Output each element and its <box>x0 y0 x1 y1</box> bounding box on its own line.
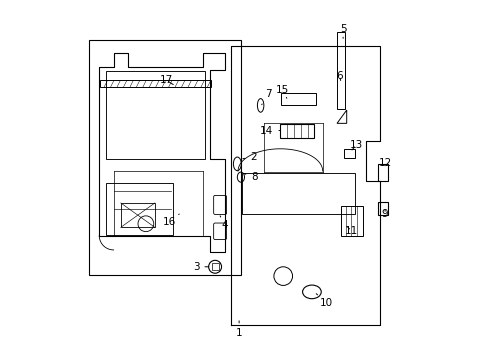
Text: 11: 11 <box>344 226 357 236</box>
Bar <box>106 71 204 159</box>
Bar <box>281 93 316 105</box>
Bar <box>377 163 387 181</box>
Bar <box>106 183 172 234</box>
Text: 1: 1 <box>235 321 242 338</box>
Text: 14: 14 <box>260 126 279 135</box>
Text: 13: 13 <box>349 140 362 150</box>
Text: 2: 2 <box>243 152 256 162</box>
Text: 17: 17 <box>160 75 173 85</box>
Text: 7: 7 <box>261 89 272 105</box>
Bar <box>241 173 354 214</box>
Text: 5: 5 <box>339 24 346 39</box>
Text: 8: 8 <box>244 172 257 182</box>
Bar <box>100 80 210 87</box>
Bar <box>336 32 345 109</box>
Text: 6: 6 <box>336 71 342 81</box>
Bar <box>280 124 314 138</box>
Text: 9: 9 <box>381 209 387 219</box>
Text: 10: 10 <box>316 294 332 308</box>
Text: 16: 16 <box>163 214 179 227</box>
Bar <box>88 40 241 275</box>
Bar <box>211 263 218 270</box>
Text: 12: 12 <box>378 158 391 168</box>
Bar <box>344 149 354 158</box>
Bar <box>340 206 362 235</box>
Bar <box>377 202 387 215</box>
Text: 15: 15 <box>275 85 288 98</box>
Text: 3: 3 <box>192 262 208 272</box>
Text: 4: 4 <box>220 216 227 230</box>
Bar <box>121 203 155 227</box>
